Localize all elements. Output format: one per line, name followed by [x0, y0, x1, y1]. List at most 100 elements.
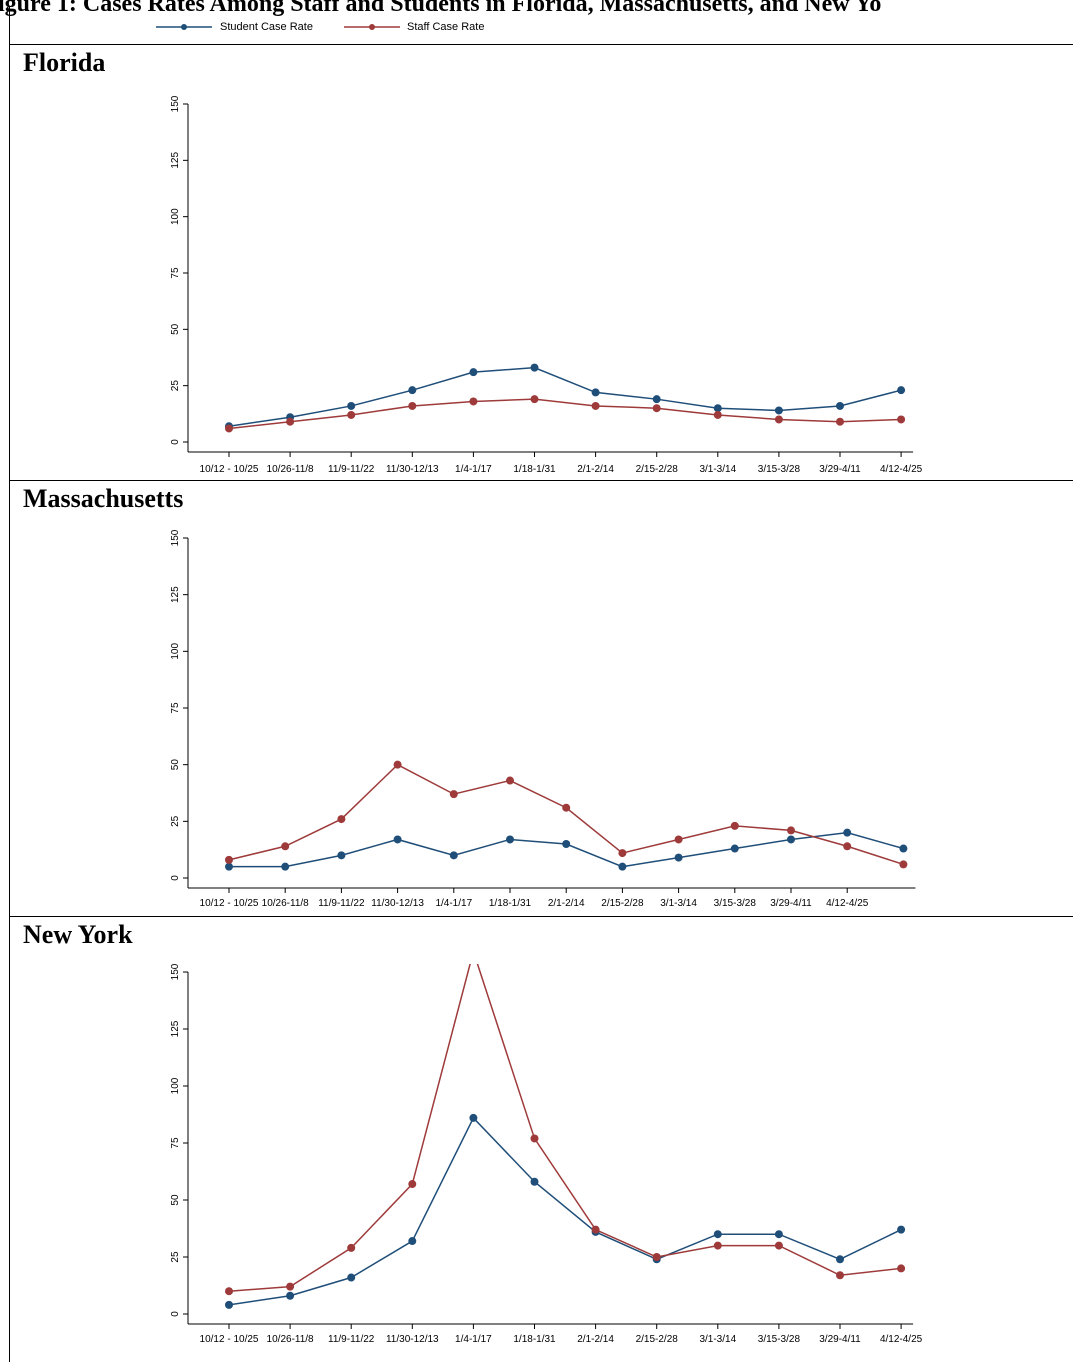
- data-point-student: [408, 1237, 417, 1246]
- y-tick-label: 50: [170, 759, 181, 771]
- x-tick-label: 2/1-2/14: [577, 1334, 614, 1345]
- y-tick-label: 0: [170, 1311, 181, 1317]
- data-point-student: [618, 862, 627, 871]
- data-point-staff: [713, 1241, 722, 1250]
- x-tick-label: 3/29-4/11: [819, 1334, 861, 1345]
- x-tick-label: 11/9-11/22: [318, 898, 365, 909]
- x-tick-label: 1/4-1/17: [435, 898, 472, 909]
- y-tick-label: 75: [170, 702, 181, 714]
- data-point-student: [713, 1230, 722, 1239]
- frame-left-border: [9, 7, 10, 1362]
- x-tick-label: 3/29-4/11: [770, 898, 812, 909]
- data-point-student: [286, 1291, 295, 1300]
- data-point-staff: [787, 826, 795, 835]
- y-tick-label: 125: [170, 152, 181, 169]
- data-point-student: [713, 404, 722, 413]
- x-tick-label: 3/15-3/28: [714, 898, 757, 909]
- y-tick-label: 150: [170, 95, 181, 112]
- data-point-staff: [225, 855, 233, 864]
- x-tick-label: 2/1-2/14: [548, 898, 585, 909]
- data-point-staff: [652, 404, 661, 413]
- data-point-student: [774, 1230, 783, 1239]
- y-tick-label: 25: [170, 815, 181, 827]
- data-point-staff: [337, 815, 346, 824]
- series-line-staff: [228, 398, 902, 430]
- series-line-student: [228, 366, 902, 427]
- data-point-student: [393, 835, 402, 844]
- data-point-student: [674, 853, 683, 862]
- x-tick-label: 11/30-12/13: [371, 898, 424, 909]
- data-point-staff: [897, 1264, 906, 1273]
- data-point-staff: [281, 842, 290, 851]
- data-point-staff: [562, 803, 571, 812]
- data-point-staff: [393, 760, 402, 769]
- massachusetts-line-chart: 0 25 50 75 100 125 150 10/12 - 10/25 10/26-11/8 1…: [170, 528, 940, 916]
- legend-swatch-student: [156, 24, 212, 30]
- x-tick-label: 3/1-3/14: [660, 898, 697, 909]
- data-point-staff: [449, 790, 458, 799]
- series-line-student: [228, 1116, 902, 1306]
- y-tick-label: 25: [170, 1251, 181, 1263]
- y-tick-label: 100: [170, 1077, 181, 1094]
- data-point-student: [652, 395, 661, 404]
- data-point-student: [774, 406, 783, 415]
- x-tick-label: 10/12 - 10/25: [200, 464, 259, 475]
- data-point-staff: [286, 417, 295, 426]
- data-point-staff: [618, 849, 627, 858]
- y-tick-label: 100: [170, 643, 181, 660]
- x-tick-label: 10/12 - 10/25: [200, 1334, 259, 1345]
- data-point-staff: [591, 1225, 600, 1234]
- legend-label-staff: Staff Case Rate: [407, 21, 485, 33]
- x-tick-label: 10/26-11/8: [267, 1334, 315, 1345]
- legend-label-student: Student Case Rate: [220, 21, 313, 33]
- data-point-staff: [530, 395, 539, 404]
- data-point-staff: [674, 835, 683, 844]
- data-point-student: [530, 1177, 539, 1186]
- y-tick-label: 25: [170, 380, 181, 392]
- data-point-student: [449, 851, 458, 860]
- data-point-student: [562, 840, 571, 848]
- x-tick-label: 1/4-1/17: [455, 464, 492, 475]
- x-tick-label: 10/12 - 10/25: [200, 898, 259, 909]
- x-tick-label: 3/15-3/28: [758, 1334, 801, 1345]
- y-tick-label: 100: [170, 208, 181, 225]
- x-tick-label: 1/18-1/31: [513, 464, 556, 475]
- plot-background: [170, 964, 940, 1354]
- data-point-staff: [652, 1253, 661, 1261]
- data-point-staff: [713, 410, 722, 419]
- data-point-staff: [347, 410, 356, 419]
- x-tick-label: 2/1-2/14: [577, 464, 614, 475]
- data-point-student: [897, 386, 906, 395]
- x-tick-label: 2/15-2/28: [601, 898, 644, 909]
- data-point-student: [347, 401, 356, 410]
- data-point-student: [836, 401, 844, 410]
- data-point-student: [347, 1273, 356, 1282]
- data-point-student: [899, 844, 908, 853]
- data-point-student: [591, 388, 600, 397]
- plot-background: [170, 528, 940, 916]
- x-tick-label: 4/12-4/25: [880, 1334, 923, 1345]
- x-tick-label: 1/18-1/31: [489, 898, 532, 909]
- data-point-student: [836, 1255, 844, 1264]
- panel-divider-1: [9, 480, 1073, 481]
- florida-line-chart: 0 25 50 75 100 125 150 10/12 - 10/25 10/26-11/8 1…: [170, 92, 940, 480]
- new-york-line-chart: 0 25 50 75 100 125 150 10/12 - 10/25 10/26-11/8 1…: [170, 964, 940, 1354]
- figure-title: igure 1: Cases Rates Among Staff and Stu…: [0, 0, 882, 17]
- data-point-staff: [897, 415, 906, 424]
- x-tick-label: 4/12-4/25: [880, 464, 923, 475]
- data-point-student: [897, 1225, 906, 1234]
- y-tick-label: 150: [170, 529, 181, 546]
- data-point-staff: [836, 1271, 844, 1280]
- data-point-student: [225, 1300, 233, 1309]
- data-point-staff: [225, 424, 233, 433]
- data-point-staff: [774, 1241, 783, 1250]
- x-tick-label: 4/12-4/25: [826, 898, 869, 909]
- panel-title-new-york: New York: [23, 920, 133, 949]
- data-point-staff: [506, 776, 514, 785]
- y-tick-label: 125: [170, 1020, 181, 1037]
- data-point-staff: [408, 401, 417, 410]
- x-tick-label: 2/15-2/28: [636, 1334, 679, 1345]
- x-tick-label: 10/26-11/8: [267, 464, 315, 475]
- data-point-student: [730, 844, 739, 853]
- data-point-staff: [530, 1134, 539, 1143]
